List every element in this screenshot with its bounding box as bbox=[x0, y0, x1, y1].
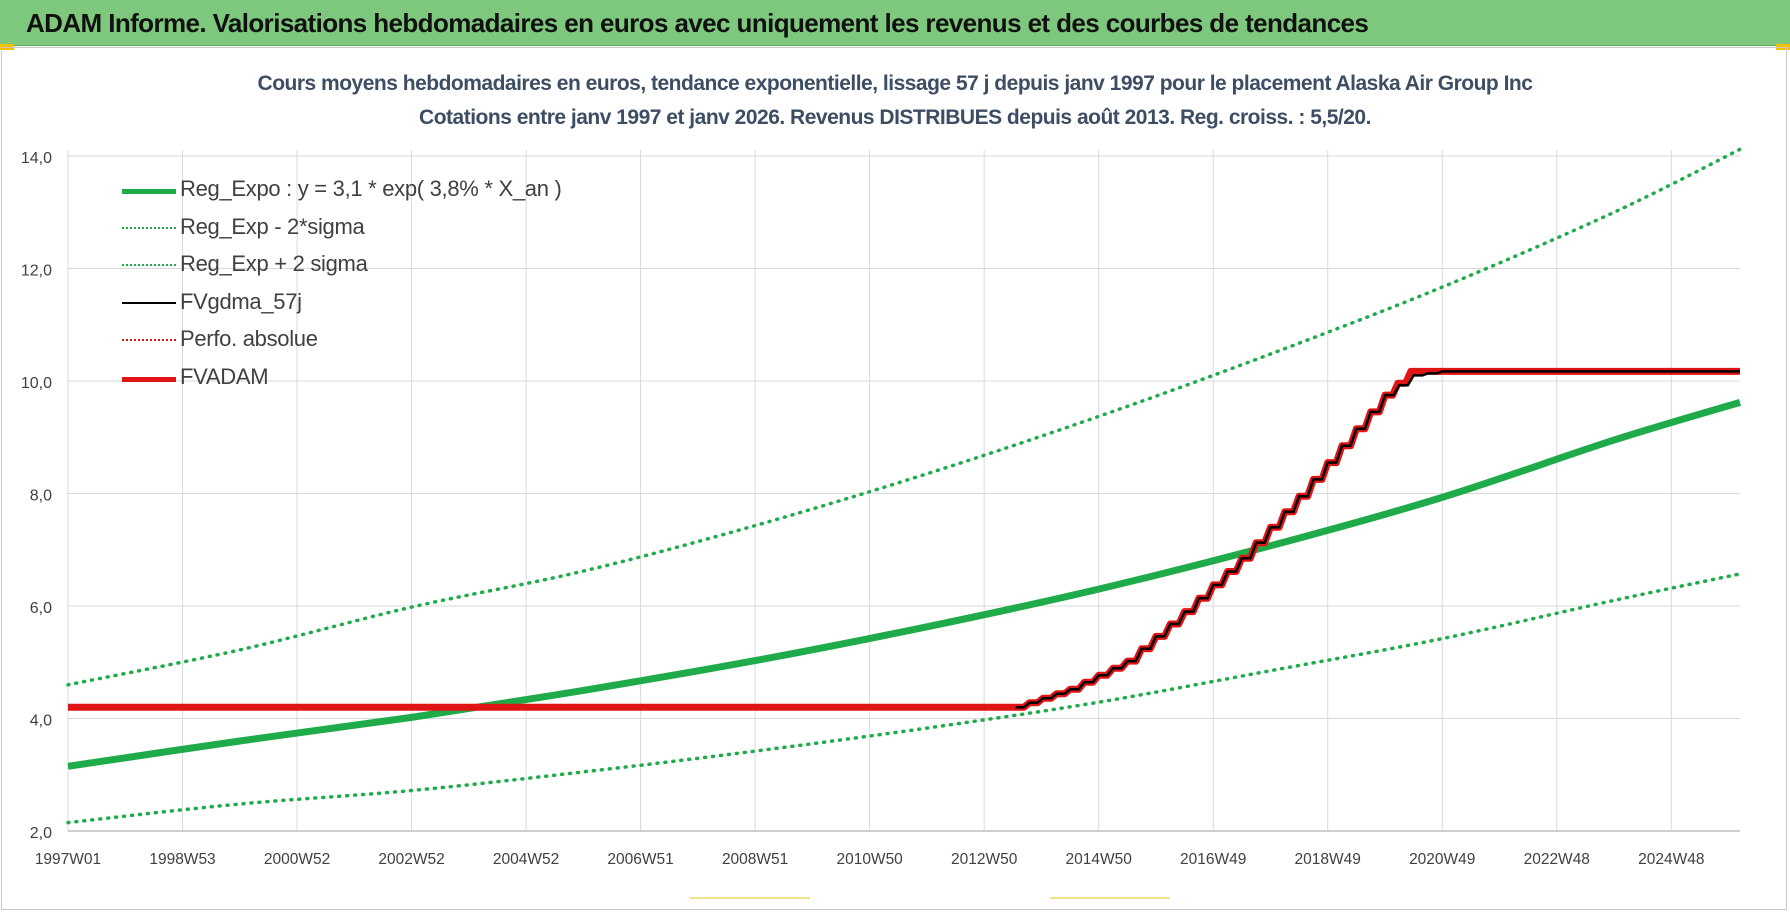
legend-swatch bbox=[122, 376, 176, 382]
grid-vertical bbox=[67, 150, 1672, 831]
legend-swatch bbox=[122, 189, 176, 194]
report-banner: ADAM Informe. Valorisations hebdomadaire… bbox=[0, 0, 1790, 46]
series-line-3 bbox=[1015, 370, 1740, 709]
x-tick-label: 2010W50 bbox=[836, 851, 903, 868]
x-axis-labels: 1997W01 1998W53 2000W52 2002W52 2004W52 2006W… bbox=[35, 851, 1705, 868]
y-tick-label: 14,0 bbox=[21, 150, 52, 167]
x-tick-label: 2006W51 bbox=[607, 851, 673, 868]
y-tick-label: 12,0 bbox=[21, 263, 52, 280]
y-tick-label: 4,0 bbox=[30, 713, 52, 730]
x-tick-label: 2014W50 bbox=[1066, 851, 1133, 868]
series-line-1 bbox=[66, 572, 1742, 825]
chart-subtitle: Cotations entre janv 1997 et janv 2026. … bbox=[419, 106, 1371, 129]
x-tick-label: 2024W48 bbox=[1638, 851, 1704, 868]
chart-frame bbox=[1, 47, 1787, 910]
series-line-0 bbox=[67, 399, 1742, 770]
x-tick-label: 2012W50 bbox=[951, 851, 1018, 868]
legend-label: Reg_Exp - 2*sigma bbox=[180, 213, 365, 239]
x-tick-label: 2016W49 bbox=[1180, 851, 1246, 868]
y-tick-label: 6,0 bbox=[30, 600, 52, 617]
x-tick-label: 1997W01 bbox=[35, 851, 101, 868]
x-tick-label: 2018W49 bbox=[1295, 851, 1361, 868]
y-tick-label: 10,0 bbox=[21, 375, 52, 392]
legend-swatch bbox=[122, 301, 176, 304]
y-tick-label: 8,0 bbox=[30, 488, 52, 505]
legend-label: Reg_Expo : y = 3,1 * exp( 3,8% * X_an ) bbox=[180, 176, 562, 201]
legend-swatch bbox=[122, 339, 176, 341]
report-title: ADAM Informe. Valorisations hebdomadaire… bbox=[26, 8, 1369, 38]
series-layer bbox=[66, 147, 1742, 825]
legend-label: FVgdma_57j bbox=[180, 288, 302, 314]
bottom-marker-2 bbox=[1050, 897, 1170, 899]
series-line-5 bbox=[68, 367, 1740, 711]
legend-label: Reg_Exp + 2 sigma bbox=[180, 251, 368, 276]
legend-label: Perfo. absolue bbox=[180, 326, 318, 351]
x-tick-label: 2000W52 bbox=[264, 851, 330, 868]
x-tick-label: 2004W52 bbox=[493, 851, 559, 868]
y-axis-labels: 2,0 4,0 6,0 8,0 10,0 12,0 14,0 bbox=[21, 150, 52, 842]
y-tick-label: 2,0 bbox=[30, 825, 52, 842]
chart-title: Cours moyens hebdomadaires en euros, ten… bbox=[257, 72, 1533, 95]
legend-label: FVADAM bbox=[180, 363, 269, 389]
x-tick-label: 2002W52 bbox=[378, 851, 444, 868]
x-tick-label: 2020W49 bbox=[1409, 851, 1475, 868]
legend-swatch bbox=[122, 226, 176, 229]
x-tick-label: 2008W51 bbox=[722, 851, 788, 868]
x-tick-label: 2022W48 bbox=[1524, 851, 1590, 868]
x-tick-label: 1998W53 bbox=[149, 851, 215, 868]
bottom-marker-1 bbox=[690, 897, 810, 899]
legend-swatch bbox=[122, 264, 176, 266]
